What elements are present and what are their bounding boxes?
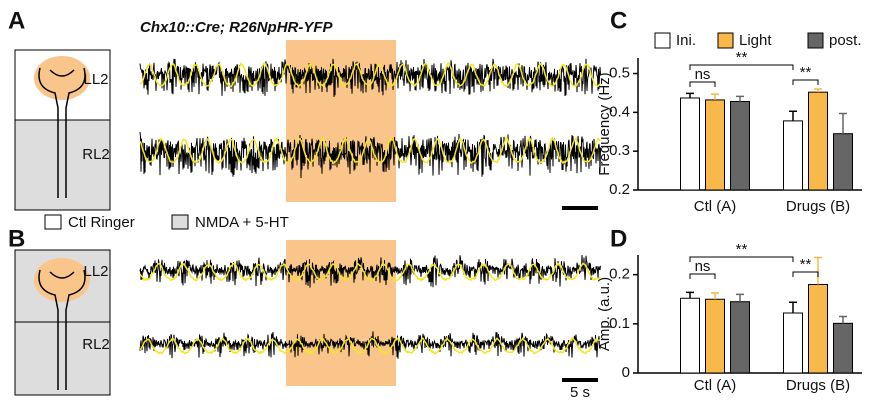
legend-label: Ini. (676, 32, 696, 49)
bar (833, 322, 853, 374)
significance-bracket (689, 273, 716, 279)
trace-label: LL2 (83, 263, 108, 280)
schematic-b (14, 249, 111, 396)
error-bar (686, 291, 694, 299)
y-axis-label: Amp. (a.u.) (596, 277, 613, 351)
significance-label: ** (736, 241, 748, 258)
trace (139, 131, 601, 179)
significance-bracket (689, 81, 716, 87)
trace (139, 254, 601, 288)
legend-swatch (171, 214, 189, 230)
panel-letter: A (8, 7, 25, 34)
schematic-a (14, 49, 111, 211)
x-tick-label: Drugs (B) (786, 377, 850, 394)
y-tick-label: 0.1 (609, 315, 630, 332)
error-bar (789, 301, 797, 314)
y-axis-label: Frequency (Hz) (596, 72, 613, 175)
y-tick-label: 0.2 (609, 181, 630, 198)
envelope (139, 136, 601, 165)
error-bar (711, 292, 719, 300)
error-bar (839, 112, 847, 134)
bar (808, 284, 828, 374)
bar (833, 133, 853, 191)
envelope (139, 61, 601, 88)
bar (680, 97, 700, 191)
legend-swatch (654, 32, 671, 49)
significance-bracket (689, 256, 794, 262)
x-tick-label: Drugs (B) (786, 198, 850, 215)
significance-label: ** (736, 49, 748, 66)
significance-bracket (792, 271, 819, 277)
legend-swatch (717, 32, 734, 49)
bar (783, 120, 803, 191)
significance-bracket (792, 79, 819, 85)
legend-label: Ctl Ringer (68, 214, 135, 231)
significance-label: ** (800, 64, 812, 81)
significance-label: ns (695, 66, 711, 83)
bar (730, 100, 750, 191)
y-tick-label: 0 (622, 364, 630, 381)
error-bar (711, 93, 719, 100)
legend-label: post. (829, 32, 862, 49)
panel-letter: B (8, 225, 25, 252)
x-tick-label: Ctl (A) (694, 377, 737, 394)
error-bar (839, 315, 847, 324)
legend-label: NMDA + 5-HT (195, 214, 289, 231)
error-bar (814, 256, 822, 285)
y-tick-label: 0.2 (609, 266, 630, 283)
panel-letter: C (610, 7, 627, 34)
legend-swatch (44, 214, 62, 230)
legend-swatch (807, 32, 824, 49)
error-bar (686, 92, 694, 98)
y-tick-label: 0.5 (609, 64, 630, 81)
error-bar (814, 88, 822, 93)
error-bar (736, 293, 744, 302)
significance-label: ** (800, 256, 812, 273)
bar (730, 301, 750, 374)
significance-bracket (689, 64, 794, 70)
trace (139, 58, 601, 98)
envelope (139, 336, 601, 355)
bar (705, 298, 725, 374)
bar (783, 312, 803, 374)
trace-label: RL2 (82, 336, 110, 353)
envelope (139, 261, 601, 282)
trace-label: RL2 (82, 146, 110, 163)
bar (808, 91, 828, 191)
trace-label: LL2 (83, 71, 108, 88)
error-bar (736, 95, 744, 102)
y-tick-label: 0.4 (609, 103, 630, 120)
significance-label: ns (695, 258, 711, 275)
bar (705, 99, 725, 191)
light-period (286, 240, 396, 386)
title: Chx10::Cre; R26NpHR-YFP (140, 19, 334, 36)
scale-label: 5 s (570, 384, 590, 400)
x-tick-label: Ctl (A) (694, 198, 737, 215)
panel-letter: D (610, 225, 627, 252)
y-tick-label: 0.3 (609, 142, 630, 159)
legend-label: Light (739, 32, 772, 49)
bar (680, 297, 700, 374)
error-bar (789, 110, 797, 121)
